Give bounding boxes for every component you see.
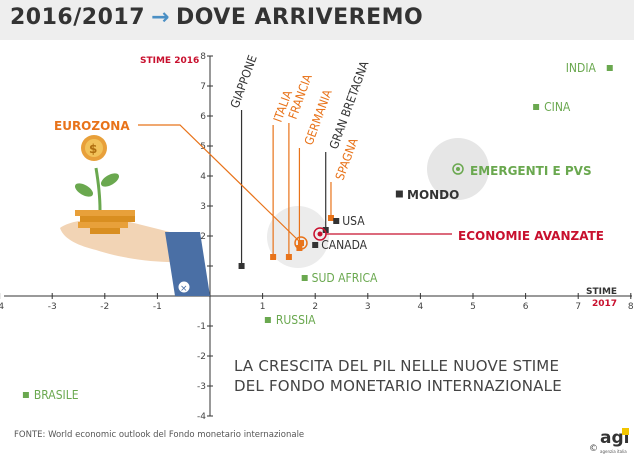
- label-mondo: MONDO: [407, 188, 459, 202]
- logo-dot-icon: [622, 428, 629, 435]
- chart-subtitle: LA CRESCITA DEL PIL NELLE NUOVE STIME DE…: [234, 356, 624, 396]
- data-point: [533, 104, 540, 110]
- y-tick-label: 7: [200, 82, 206, 92]
- connector-lines: [138, 110, 452, 266]
- label-giappone: GIAPPONE: [228, 53, 260, 110]
- hand-coins-illustration: × $: [60, 135, 210, 296]
- x-tick-group: -4 -3 -2 -1 1 2 3 4 5 6 7 8: [0, 293, 634, 312]
- point-label: RUSSIA: [276, 313, 316, 327]
- emerging-marker: [456, 167, 460, 171]
- x-axis-label-top: STIME: [586, 287, 617, 297]
- title-years: 2016/2017: [10, 5, 145, 30]
- data-point: [301, 275, 308, 281]
- data-point: [395, 190, 403, 198]
- data-point: [264, 317, 271, 323]
- x-tick-label: -3: [48, 302, 57, 312]
- point-label: SUD AFRICA: [312, 271, 378, 285]
- emerging-marker-ring: [452, 163, 464, 175]
- data-point: [333, 218, 340, 224]
- x-tick-label: -2: [100, 302, 109, 312]
- y-tick-label: 4: [200, 172, 206, 182]
- x-tick-label: 8: [628, 302, 634, 312]
- x-tick-label: -4: [0, 302, 4, 312]
- data-points: INDIA CINA BRASILE RUSSIA SUD AFRICA USA CANAD…: [22, 61, 613, 402]
- data-point: [322, 227, 329, 233]
- arrow-right-icon: →: [151, 5, 170, 30]
- label-eurozona: EUROZONA: [54, 119, 130, 133]
- x-tick-label: 1: [260, 302, 266, 312]
- data-point: [270, 254, 277, 260]
- y-tick-label: 3: [200, 202, 206, 212]
- y-tick-label: 6: [200, 112, 206, 122]
- data-point: [285, 254, 292, 260]
- header-bar: 2016/2017 → DOVE ARRIVEREMO: [0, 0, 634, 40]
- data-point: [606, 65, 613, 71]
- data-point: [238, 263, 245, 269]
- x-tick-label: 7: [575, 302, 581, 312]
- eurozone-marker: [298, 240, 304, 246]
- label-emergenti: EMERGENTI E PVS: [470, 164, 592, 178]
- y-axis-label: STIME 2016: [140, 56, 199, 66]
- y-tick-label: -4: [197, 412, 206, 422]
- eurozona-connector-line: [138, 124, 302, 244]
- source-note: FONTE: World economic outlook del Fondo …: [14, 430, 305, 440]
- svg-text:$: $: [89, 142, 97, 156]
- label-economie-avanzate: ECONOMIE AVANZATE: [458, 229, 604, 243]
- x-tick-label: -1: [153, 302, 162, 312]
- subtitle-line-1: LA CRESCITA DEL PIL NELLE NUOVE STIME: [234, 357, 560, 375]
- logo-subtext: agenzia italia: [600, 449, 627, 454]
- page-title: 2016/2017 → DOVE ARRIVEREMO: [10, 5, 423, 30]
- point-label: BRASILE: [34, 388, 79, 402]
- point-label: USA: [342, 214, 365, 228]
- x-tick-label: 2: [312, 302, 318, 312]
- y-tick-label: -1: [197, 322, 206, 332]
- x-axis-label-bottom: 2017: [592, 299, 617, 309]
- data-point: [22, 392, 29, 398]
- x-tick-label: 6: [523, 302, 529, 312]
- point-label: CINA: [544, 100, 571, 114]
- y-tick-label: -2: [197, 352, 206, 362]
- svg-text:×: ×: [180, 284, 188, 294]
- y-tick-label: 2: [200, 232, 206, 242]
- y-tick-label: 8: [200, 52, 206, 62]
- point-label: INDIA: [566, 61, 597, 75]
- data-point: [312, 242, 319, 248]
- y-tick-label: -3: [197, 382, 206, 392]
- advanced-marker-ring: [313, 227, 327, 241]
- data-point: [327, 215, 334, 221]
- x-tick-label: 5: [470, 302, 476, 312]
- point-label: CANADA: [321, 238, 367, 252]
- data-point: [296, 245, 303, 251]
- agi-logo: agi agenzia italia: [596, 428, 630, 460]
- title-text: DOVE ARRIVEREMO: [175, 5, 424, 30]
- x-tick-label: 4: [418, 302, 424, 312]
- copyright-icon: ©: [589, 444, 598, 454]
- advanced-marker: [317, 231, 323, 237]
- x-tick-label: 3: [365, 302, 371, 312]
- subtitle-line-2: DEL FONDO MONETARIO INTERNAZIONALE: [234, 377, 562, 395]
- eurozone-marker-ring: [294, 236, 308, 250]
